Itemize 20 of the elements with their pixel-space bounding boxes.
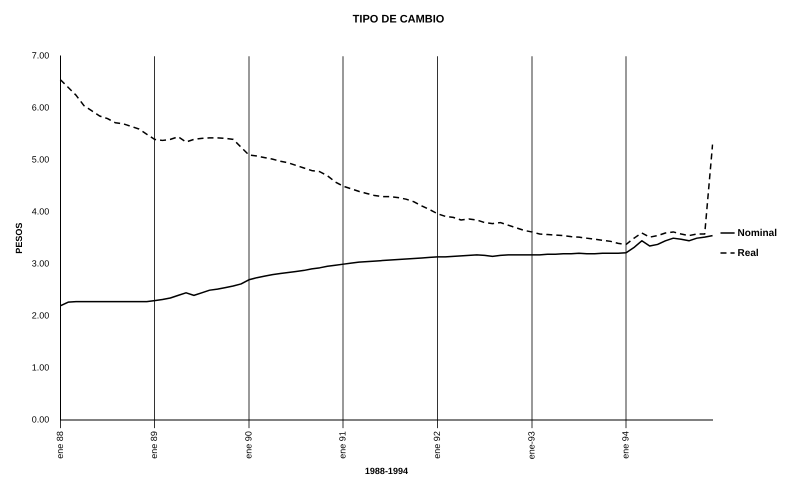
legend-label: Real	[738, 248, 759, 259]
x-tick-label: ene 92	[432, 431, 442, 459]
y-axis-title: PESOS	[14, 222, 24, 254]
y-tick-label: 3.00	[32, 258, 50, 269]
y-tick-label: 5.00	[32, 154, 50, 165]
x-tick-label: ene 91	[338, 431, 348, 459]
x-tick-label: ene-93	[526, 431, 536, 460]
legend-label: Nominal	[738, 228, 778, 239]
x-tick-label: ene 90	[243, 431, 254, 459]
y-tick-label: 7.00	[32, 50, 50, 61]
y-tick-label: 1.00	[32, 362, 50, 373]
y-tick-label: 6.00	[32, 102, 50, 113]
x-tick-label: ene 88	[54, 431, 65, 459]
y-tick-label: 0.00	[32, 414, 50, 425]
y-tick-label: 4.00	[32, 206, 50, 217]
x-tick-label: ene 89	[149, 431, 160, 459]
y-tick-label: 2.00	[32, 310, 50, 321]
x-axis-title: 1988-1994	[364, 466, 408, 476]
chart-title: TIPO DE CAMBIO	[352, 14, 445, 26]
x-tick-label: ene 94	[620, 431, 631, 459]
